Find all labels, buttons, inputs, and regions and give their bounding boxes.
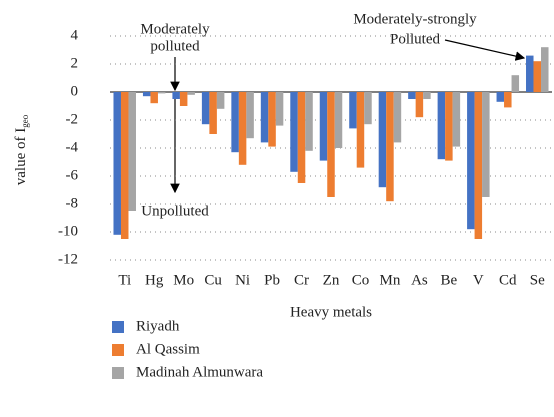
- legend-label: Madinah Almunwara: [136, 364, 263, 380]
- y-tick-label: 4: [71, 27, 79, 43]
- bar: [142, 92, 151, 97]
- annotation: polluted: [150, 38, 200, 54]
- x-tick-label: Cd: [499, 272, 517, 288]
- annotation: Moderately: [140, 21, 210, 37]
- x-tick-label: As: [411, 272, 428, 288]
- bar: [334, 92, 343, 148]
- bar: [327, 92, 335, 197]
- y-tick-label: -2: [66, 111, 79, 127]
- bar: [216, 92, 225, 109]
- bar: [378, 92, 387, 188]
- x-axis-label: Heavy metals: [290, 304, 372, 320]
- x-tick-label: Cu: [204, 272, 222, 288]
- bar: [179, 92, 188, 106]
- legend-label: Al Qassim: [136, 341, 200, 357]
- bar: [393, 92, 402, 143]
- annotation: Unpolluted: [141, 203, 209, 219]
- bar: [349, 92, 357, 129]
- bar: [437, 92, 446, 160]
- bar: [246, 92, 254, 139]
- bar: [201, 92, 210, 125]
- bar: [504, 92, 512, 108]
- legend-swatch: [112, 321, 124, 333]
- x-tick-label: Se: [530, 272, 545, 288]
- bar: [423, 92, 431, 99]
- y-tick-label: -10: [58, 223, 78, 239]
- x-tick-label: Ti: [118, 272, 131, 288]
- legend-swatch: [112, 367, 124, 379]
- bar: [290, 92, 298, 172]
- bar: [496, 92, 505, 102]
- bar: [452, 92, 461, 147]
- arrow: [444, 39, 526, 61]
- bar: [150, 92, 158, 104]
- bar: [386, 92, 394, 202]
- annotation: Moderately-strongly: [353, 11, 477, 27]
- bar: [275, 92, 284, 126]
- bar: [268, 92, 276, 147]
- y-tick-label: -8: [66, 195, 79, 211]
- x-tick-label: V: [473, 272, 484, 288]
- bar: [297, 92, 306, 183]
- bar: [467, 92, 475, 230]
- bar: [260, 92, 269, 143]
- bar: [474, 92, 483, 239]
- y-tick-label: 0: [71, 83, 79, 99]
- bar: [187, 92, 195, 95]
- y-tick-label: -12: [58, 251, 78, 267]
- legend-swatch: [112, 344, 124, 356]
- bar: [128, 92, 136, 211]
- x-tick-label: Pb: [264, 272, 280, 288]
- bar: [238, 92, 247, 165]
- bar: [533, 61, 542, 92]
- legend-label: Riyadh: [136, 318, 180, 334]
- bar: [113, 92, 121, 235]
- bar: [415, 92, 424, 118]
- bar: [231, 92, 239, 153]
- bar: [319, 92, 328, 161]
- bar: [541, 47, 549, 92]
- bar: [120, 92, 129, 239]
- bar: [364, 92, 372, 125]
- bar: [445, 92, 453, 161]
- x-tick-label: Co: [352, 272, 370, 288]
- bar: [511, 75, 520, 92]
- bar: [305, 92, 313, 151]
- x-tick-label: Mn: [380, 272, 401, 288]
- bar: [526, 55, 534, 92]
- bar: [482, 92, 490, 197]
- x-tick-label: Zn: [323, 272, 340, 288]
- annotation: Polluted: [390, 31, 441, 47]
- x-tick-label: Be: [441, 272, 458, 288]
- bar: [172, 92, 180, 99]
- bar: [356, 92, 365, 168]
- y-tick-label: 2: [71, 55, 79, 71]
- bar: [157, 92, 166, 94]
- x-tick-label: Cr: [294, 272, 309, 288]
- x-tick-label: Ni: [235, 272, 250, 288]
- bar: [408, 92, 416, 99]
- x-tick-label: Mo: [173, 272, 194, 288]
- y-axis-label: value of Igeo: [13, 114, 30, 185]
- x-tick-label: Hg: [145, 272, 164, 288]
- bar: [209, 92, 217, 134]
- y-tick-label: -6: [66, 167, 79, 183]
- y-tick-label: -4: [66, 139, 79, 155]
